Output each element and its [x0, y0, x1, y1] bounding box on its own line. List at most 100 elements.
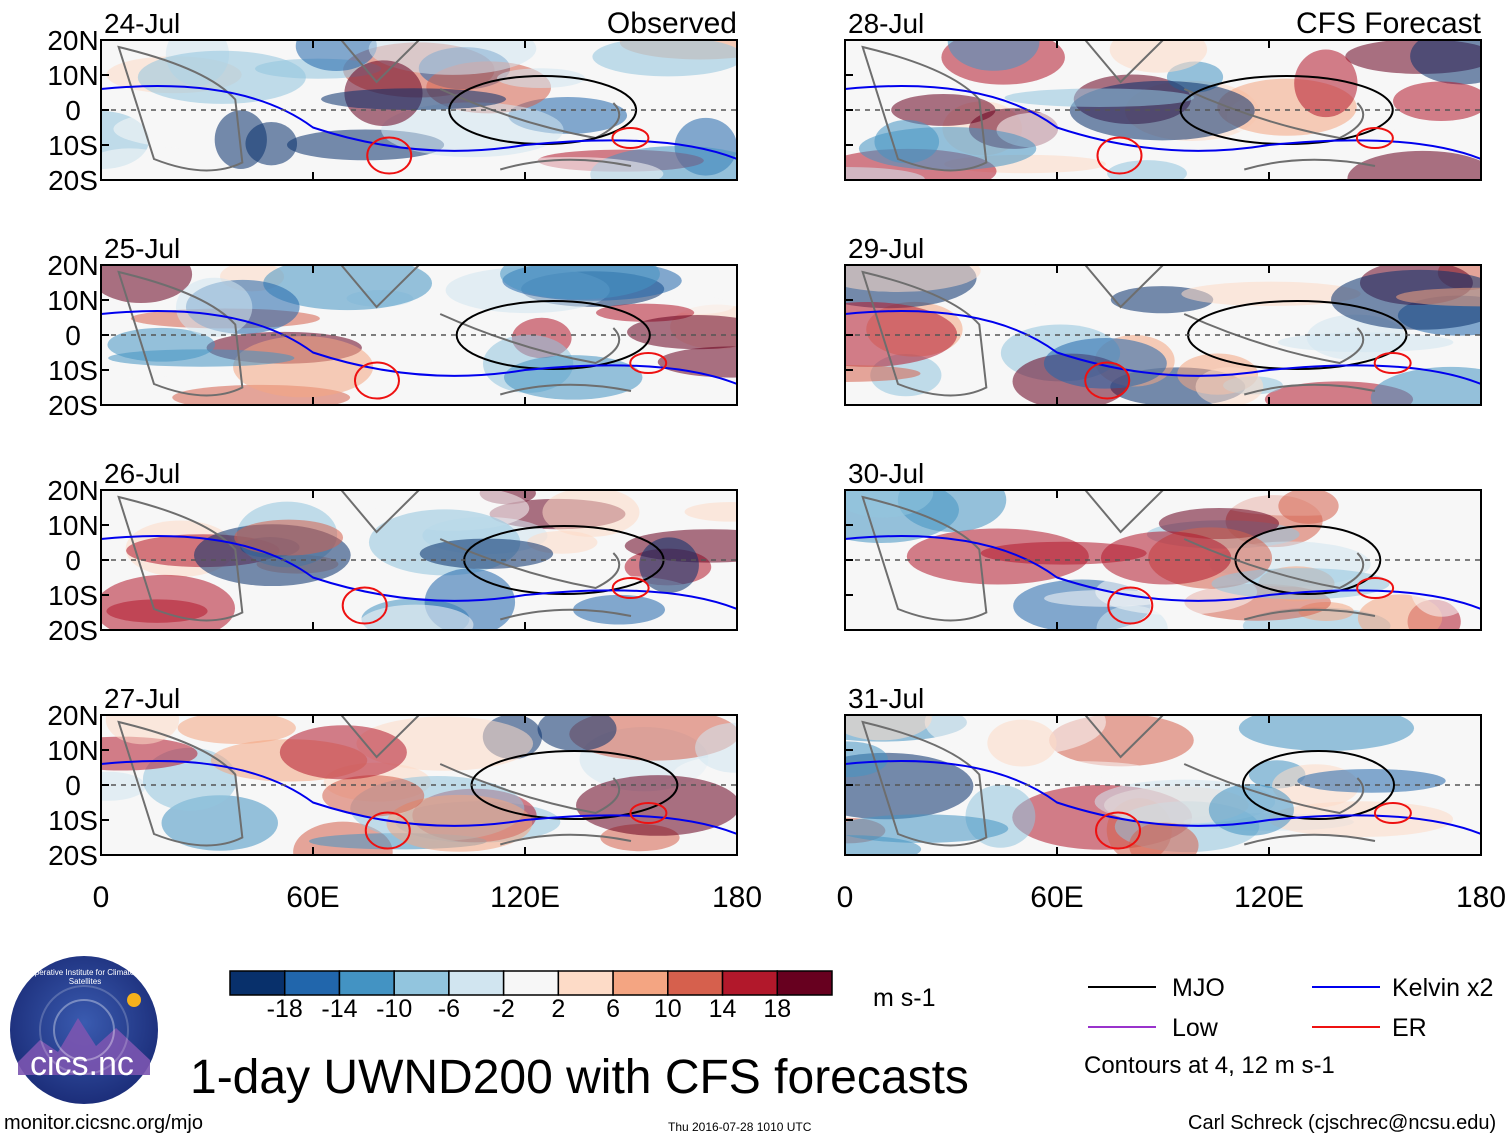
anomaly-blob [263, 265, 433, 311]
footer-timestamp: Thu 2016-07-28 1010 UTC [668, 1120, 812, 1134]
x-tick-label: 120E [490, 881, 560, 914]
africa-coast [861, 495, 988, 622]
panel-30-Jul: 30-Jul [844, 458, 1482, 631]
maritime-continent [439, 763, 621, 815]
panel-date-label: 27-Jul [104, 683, 180, 714]
australia-coast [1243, 833, 1376, 846]
anomaly-blob [542, 490, 640, 537]
anomaly-blob [295, 40, 377, 71]
panel-field [845, 715, 1481, 855]
anomaly-blob [137, 50, 306, 104]
contour-kelvin [101, 760, 737, 835]
x-tick-label: 180 [1456, 881, 1506, 914]
anomaly-blob [245, 121, 298, 166]
logo-ring-text: Cooperative Institute for Climate and Sa… [20, 968, 150, 986]
panel-28-Jul: 28-Jul CFS Forecast [844, 7, 1482, 181]
anomaly-blob [1277, 332, 1454, 353]
australia-coast [1243, 158, 1376, 171]
colorbar-swatch [721, 970, 779, 996]
anomaly-blob [1396, 287, 1481, 307]
anomaly-blob [1004, 88, 1195, 107]
contour-er [1356, 577, 1395, 599]
column-title: Observed [607, 7, 737, 40]
colorbar-swatch [776, 970, 833, 996]
contour-er [629, 802, 668, 824]
anomaly-blob [845, 814, 1009, 843]
anomaly-blob [476, 156, 664, 180]
anomaly-blob [1211, 568, 1390, 600]
anomaly-blob [419, 538, 554, 569]
anomaly-blob [101, 148, 169, 174]
anomaly-blob [1294, 49, 1358, 118]
colorbar-swatch [393, 970, 450, 996]
y-tick-label: 20S [48, 165, 98, 196]
legend-low-label: Low [1172, 1014, 1218, 1042]
x-tick-label: 0 [837, 881, 854, 914]
anomaly-blob [1238, 715, 1415, 752]
anomaly-blob [874, 120, 940, 164]
contour-mjo [1241, 750, 1396, 820]
panel-date-label: 25-Jul [104, 233, 180, 264]
india-coast [1084, 715, 1164, 759]
y-tick-label: 10S [48, 355, 98, 386]
column-title: CFS Forecast [1296, 7, 1482, 40]
anomaly-blob [845, 265, 981, 292]
anomaly-blob [695, 722, 737, 773]
legend-er-label: ER [1392, 1014, 1427, 1042]
contour-er [364, 811, 411, 850]
anomaly-blob [657, 346, 737, 378]
maritime-continent [1183, 538, 1365, 590]
anomaly-blob [321, 88, 507, 110]
panel-31-Jul: 31-Jul 0 60E 120E 180 [837, 683, 1506, 914]
y-tick-label: 10N [47, 735, 98, 766]
australia-coast [499, 383, 632, 396]
panel-date-label: 30-Jul [848, 458, 924, 489]
anomaly-blob [1107, 160, 1187, 180]
panel-field [101, 40, 737, 180]
india-coast [1084, 40, 1164, 84]
colorbar-tick-label: 14 [708, 995, 737, 1023]
maritime-continent [439, 538, 621, 590]
anomaly-blob [891, 93, 996, 126]
africa-coast [861, 45, 988, 172]
anomaly-blob [234, 519, 344, 556]
anomaly-blob [1278, 490, 1339, 524]
contour-er [353, 361, 400, 400]
colorbar-units: m s-1 [873, 984, 936, 1012]
colorbar-swatch [229, 970, 286, 996]
contour-er [1355, 127, 1394, 149]
contour-er [1095, 811, 1142, 850]
y-tick-label: 0 [65, 545, 81, 576]
africa-coast [861, 720, 988, 847]
colorbar-swatch [502, 970, 560, 996]
anomaly-blob [1100, 531, 1232, 585]
anomaly-blob [233, 336, 374, 398]
footer-url[interactable]: monitor.cicsnc.org/mjo [4, 1112, 203, 1134]
anomaly-blob [627, 315, 737, 350]
anomaly-blob [279, 725, 407, 780]
contour-kelvin [101, 535, 737, 610]
panel-date-label: 24-Jul [104, 8, 180, 39]
anomaly-blob [1268, 801, 1454, 837]
y-tick-label: 20S [48, 390, 98, 421]
anomaly-blob [358, 604, 474, 630]
contour-er [611, 127, 650, 149]
anomaly-blob [386, 794, 533, 852]
y-tick-label: 10S [48, 130, 98, 161]
maritime-continent [1183, 763, 1365, 815]
colorbar-swatch [557, 970, 614, 996]
colorbar [229, 970, 833, 996]
india-coast [1084, 265, 1164, 309]
anomaly-blob [1410, 40, 1481, 85]
colorbar-tick-label: 6 [606, 995, 621, 1023]
contour-er [341, 586, 388, 625]
maritime-continent [1183, 88, 1365, 140]
panels-layer: 20N 10N 0 10S 20S 24-Jul Observed 20N 10N 0 10S 20S… [47, 7, 1506, 914]
legend-kelvin-label: Kelvin x2 [1392, 974, 1494, 1002]
anomaly-blob [845, 741, 888, 778]
y-tick-label: 20S [48, 840, 98, 871]
anomaly-blob [503, 355, 643, 400]
x-tick-label: 60E [286, 881, 339, 914]
colorbar-tick-label: -10 [376, 995, 413, 1023]
contour-mjo [455, 300, 651, 370]
